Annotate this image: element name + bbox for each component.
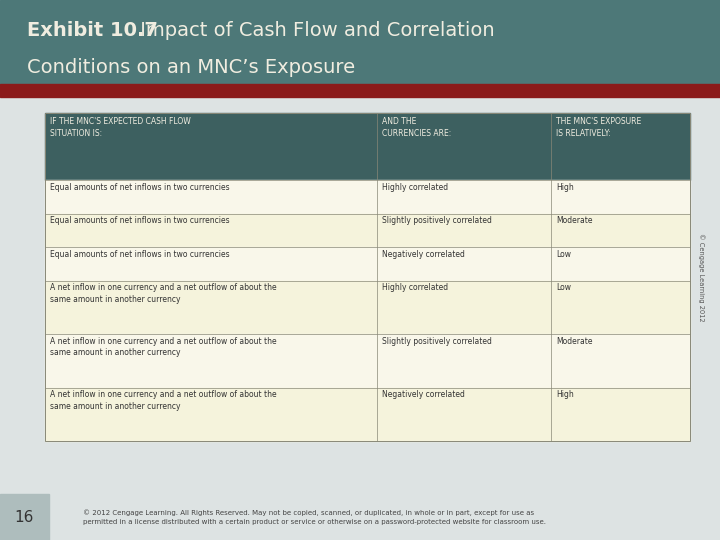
Text: Low: Low bbox=[556, 284, 571, 292]
Text: Highly correlated: Highly correlated bbox=[382, 284, 448, 292]
Bar bbox=[45, 113, 690, 441]
Bar bbox=[0, 0, 720, 84]
Text: Moderate: Moderate bbox=[556, 217, 593, 225]
Bar bbox=[45, 281, 690, 334]
Text: Equal amounts of net inflows in two currencies: Equal amounts of net inflows in two curr… bbox=[50, 183, 229, 192]
Text: IF THE MNC'S EXPECTED CASH FLOW
SITUATION IS:: IF THE MNC'S EXPECTED CASH FLOW SITUATIO… bbox=[50, 117, 190, 138]
Text: © 2012 Cengage Learning. All Rights Reserved. May not be copied, scanned, or dup: © 2012 Cengage Learning. All Rights Rese… bbox=[83, 510, 546, 525]
Text: AND THE
CURRENCIES ARE:: AND THE CURRENCIES ARE: bbox=[382, 117, 451, 138]
Bar bbox=[45, 247, 690, 281]
Bar bbox=[0, 84, 720, 97]
Text: © Cengage Learning 2012: © Cengage Learning 2012 bbox=[698, 233, 705, 322]
Text: Impact of Cash Flow and Correlation: Impact of Cash Flow and Correlation bbox=[134, 21, 495, 39]
Text: Moderate: Moderate bbox=[556, 337, 593, 346]
Bar bbox=[45, 334, 690, 388]
Bar bbox=[0, 494, 49, 540]
Text: Exhibit 10.7: Exhibit 10.7 bbox=[27, 21, 158, 39]
Text: A net inflow in one currency and a net outflow of about the
same amount in anoth: A net inflow in one currency and a net o… bbox=[50, 284, 276, 304]
Text: High: High bbox=[556, 183, 574, 192]
Text: Slightly positively correlated: Slightly positively correlated bbox=[382, 217, 492, 225]
Text: Conditions on an MNC’s Exposure: Conditions on an MNC’s Exposure bbox=[27, 58, 356, 77]
Bar bbox=[45, 113, 690, 180]
Text: Low: Low bbox=[556, 250, 571, 259]
Bar bbox=[45, 180, 690, 214]
Text: High: High bbox=[556, 390, 574, 400]
Text: A net inflow in one currency and a net outflow of about the
same amount in anoth: A net inflow in one currency and a net o… bbox=[50, 337, 276, 357]
Text: 16: 16 bbox=[15, 510, 34, 524]
Text: Slightly positively correlated: Slightly positively correlated bbox=[382, 337, 492, 346]
Text: Highly correlated: Highly correlated bbox=[382, 183, 448, 192]
Text: Negatively correlated: Negatively correlated bbox=[382, 250, 465, 259]
Text: A net inflow in one currency and a net outflow of about the
same amount in anoth: A net inflow in one currency and a net o… bbox=[50, 390, 276, 411]
Text: Equal amounts of net inflows in two currencies: Equal amounts of net inflows in two curr… bbox=[50, 250, 229, 259]
Bar bbox=[45, 214, 690, 247]
Text: Negatively correlated: Negatively correlated bbox=[382, 390, 465, 400]
Text: THE MNC'S EXPOSURE
IS RELATIVELY:: THE MNC'S EXPOSURE IS RELATIVELY: bbox=[556, 117, 642, 138]
Text: Equal amounts of net inflows in two currencies: Equal amounts of net inflows in two curr… bbox=[50, 217, 229, 225]
Bar bbox=[45, 388, 690, 441]
